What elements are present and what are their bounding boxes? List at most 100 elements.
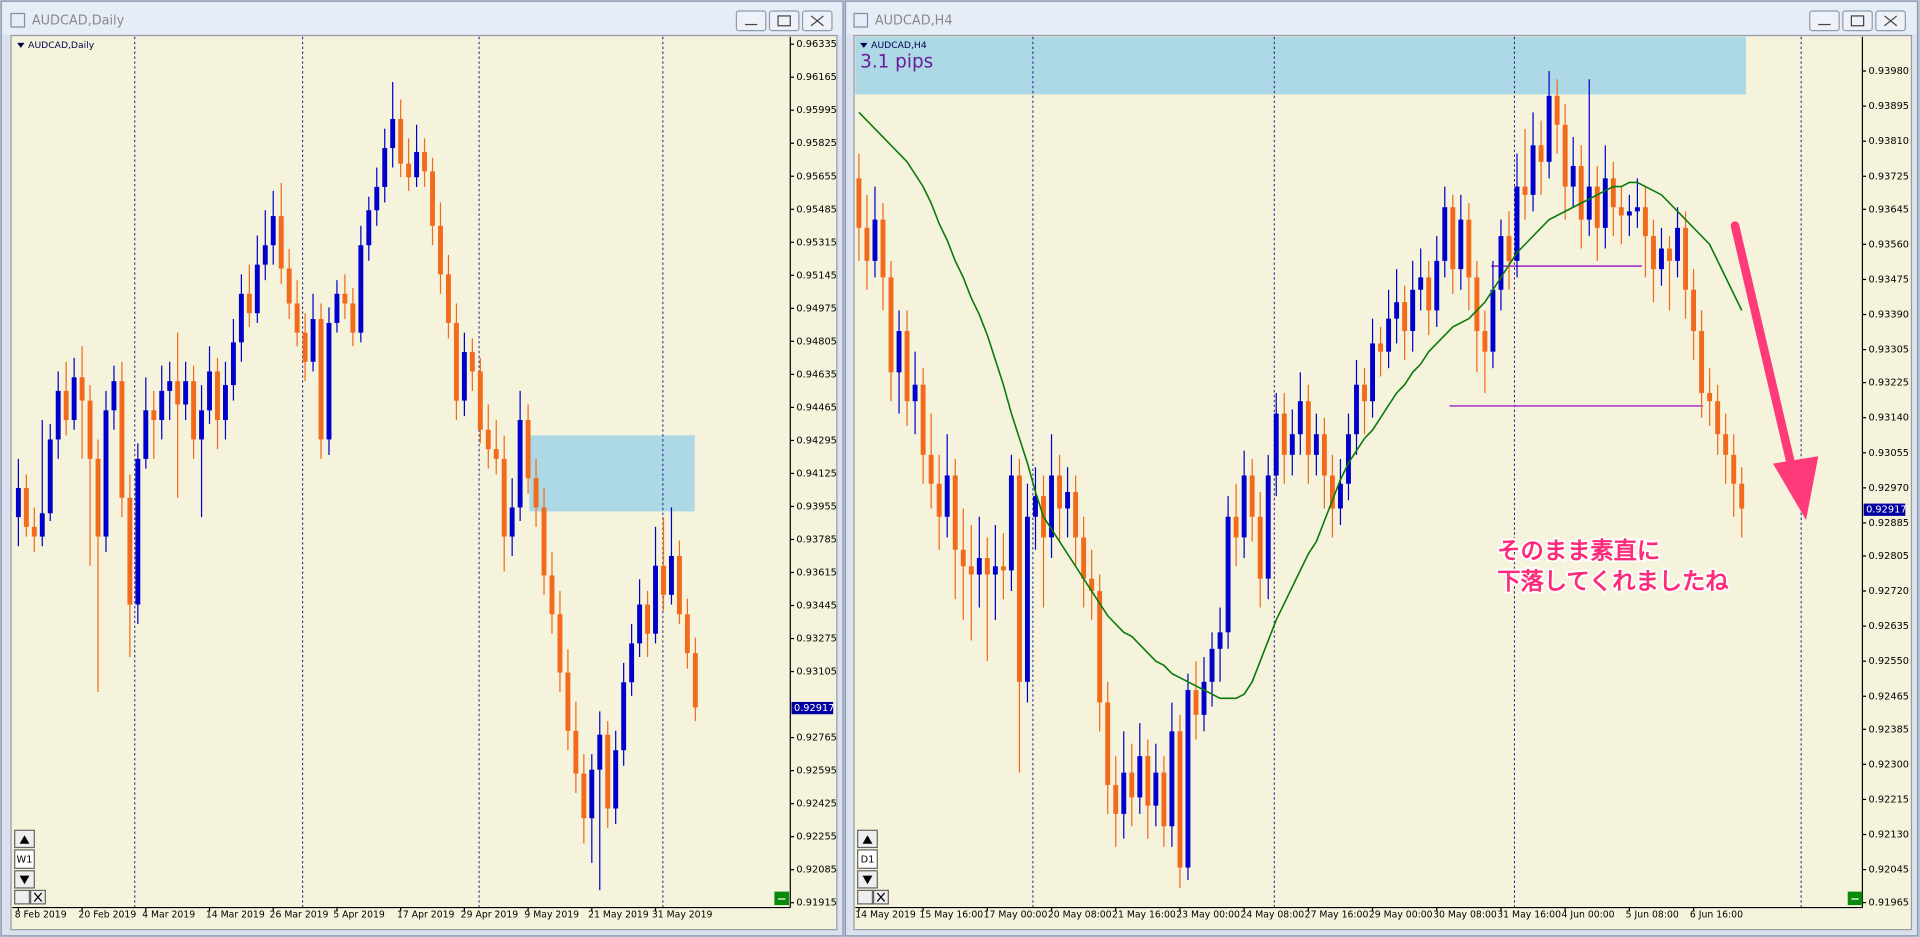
y-tick-label: 0.92255 [796,832,836,843]
candle-body [1667,248,1672,261]
candle-body [374,186,380,211]
candle-body [1626,211,1632,216]
candle-body [1105,702,1111,785]
candle-body [63,390,69,421]
candle-body [1723,434,1729,455]
x-tick-label: 20 May 08:00 [1048,909,1112,920]
candle-body [952,475,958,550]
y-tick-label: 0.93560 [1869,239,1909,250]
candle-body [414,151,420,178]
candle-body [668,555,674,595]
candle-body [199,410,205,440]
collapse-icon[interactable] [17,42,25,48]
pips-label: 3.1 pips [860,52,933,73]
y-tick-label: 0.93225 [1869,378,1909,389]
candle-body [1081,537,1087,579]
candle-body [676,555,682,615]
candle-body [637,604,643,644]
candle-body [920,384,926,455]
candle-body [358,245,364,333]
tool-button[interactable] [14,889,31,905]
timeframe-box[interactable] [857,849,878,869]
candle-body [557,614,563,673]
window-buttons[interactable] [1809,10,1906,32]
candle-body [1650,236,1656,270]
candle-body [294,303,300,333]
candle-body [992,566,998,575]
candle-body [1137,756,1143,798]
candle-body [1474,277,1480,332]
minimize-button[interactable] [735,10,767,32]
candle-body [1089,578,1095,592]
candle-body [175,381,181,405]
x-tick-label: 27 May 16:00 [1305,909,1369,920]
y-tick-label: 0.93645 [1869,204,1909,215]
candle-body [1418,277,1424,290]
candle-body [533,478,539,508]
y-tick-label: 0.94635 [796,369,836,380]
candle-body [1562,124,1568,187]
candle-body [334,293,340,323]
candle-body [1097,591,1103,703]
y-tick-label: 0.94295 [796,435,836,446]
chart-label: AUDCAD,H4 [871,40,927,51]
candle-body [1025,516,1030,682]
candle-body [1329,475,1335,509]
y-tick-label: 0.94805 [796,336,836,347]
icon [862,875,873,885]
candle-body [501,458,507,537]
y-tick-label: 0.92885 [1869,518,1909,529]
y-tick-label: 0.92385 [1869,724,1909,735]
candle-body [1394,302,1400,319]
candle-body [350,303,356,333]
minimize-button[interactable] [1809,10,1840,32]
candle-body [1378,343,1384,352]
y-tick-label: 0.92215 [1869,794,1909,805]
candle-body [904,331,910,402]
candle-body [621,682,627,751]
scroll-widget[interactable]: W1 [14,829,46,905]
candle-body [430,171,435,226]
candle-body [1153,772,1159,806]
restore-button[interactable] [1842,10,1873,32]
timeframe-box[interactable] [14,849,35,869]
title-bar [846,2,1917,35]
candle-body [15,488,21,518]
title-bar [2,2,842,35]
x-tick-label: 5 Jun 08:00 [1626,909,1679,920]
y-tick-label: 0.93140 [1869,413,1909,424]
y-tick-label: 0.93390 [1869,310,1909,321]
x-tick-label: 5 Apr 2019 [333,909,385,920]
candle-body [246,293,252,314]
candle-body [976,558,982,575]
x-tick-label: 26 Mar 2019 [270,909,329,920]
candle-body [653,565,658,634]
candle-body [684,614,690,654]
candle-body [55,390,61,440]
candle-body [302,332,308,362]
scroll-widget[interactable]: D1 [857,829,889,905]
candle-body [1402,302,1408,332]
x-tick-label: 21 May 2019 [588,909,649,920]
candle-body [1273,413,1279,476]
candle-body [286,268,292,304]
candle-body [597,734,603,770]
x-tick-label: 15 May 16:00 [919,909,983,920]
window-buttons[interactable] [735,10,833,32]
x-tick-label: 17 May 00:00 [984,909,1048,920]
candle-body [111,381,117,411]
candle-body [461,352,467,401]
timeframe-label: W1 [17,855,33,866]
y-tick-label: 0.92765 [796,733,836,744]
collapse-icon[interactable] [860,42,868,48]
candle-body [645,604,651,634]
candle-body [1739,483,1745,509]
candle-body [1233,516,1239,538]
tool-button[interactable] [857,889,874,905]
candle-body [1642,207,1648,237]
restore-button[interactable] [768,10,800,32]
candle-body [493,449,499,459]
candle-body [1346,434,1351,484]
